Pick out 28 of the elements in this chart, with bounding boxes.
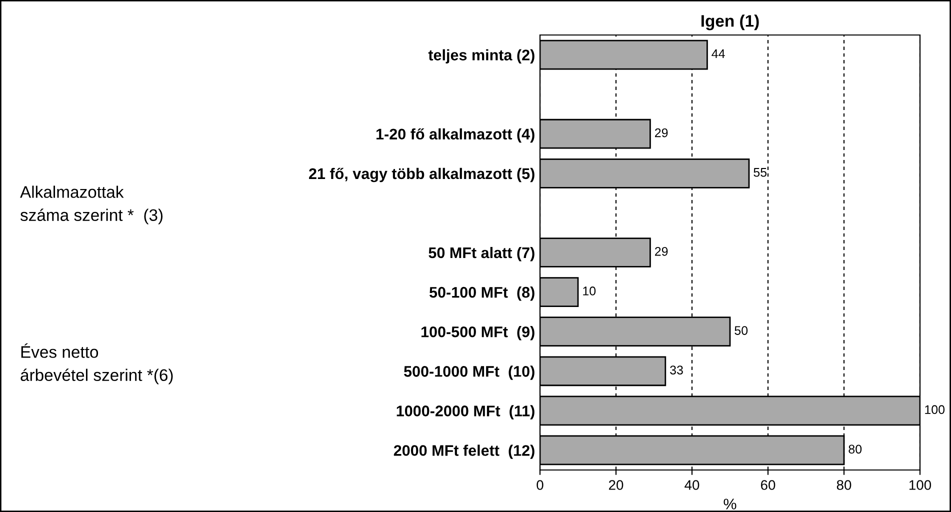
text: Alkalmazottak száma szerint * (3) bbox=[20, 186, 163, 224]
x-tick-label: 80 bbox=[836, 480, 852, 490]
x-tick-label: 60 bbox=[760, 480, 776, 490]
data-label: 80 bbox=[848, 444, 862, 454]
data-label: 55 bbox=[754, 168, 767, 177]
data-label: 100 bbox=[925, 405, 945, 414]
x-tick-label: 40 bbox=[684, 480, 700, 490]
x-axis-title: % bbox=[724, 498, 736, 510]
data-label: 29 bbox=[654, 247, 668, 256]
y-tick-label: 21 fő, vagy több alkalmazott (5) bbox=[309, 168, 534, 182]
data-label: 29 bbox=[654, 128, 668, 138]
y-tick-label: 2000 MFt felett (12) bbox=[394, 444, 534, 459]
data-label: 50 bbox=[734, 326, 748, 335]
data-label: 33 bbox=[670, 366, 683, 374]
y-tick-label: 50-100 MFt (8) bbox=[429, 286, 534, 301]
y-tick-label: 100-500 MFt (9) bbox=[421, 326, 534, 340]
data-label: 10 bbox=[583, 286, 596, 296]
chart-title: Igen (1) bbox=[701, 14, 759, 30]
x-tick-label: 20 bbox=[608, 480, 624, 490]
data-label: 44 bbox=[712, 49, 725, 58]
y-tick-label: 1000-2000 MFt (11) bbox=[396, 405, 534, 420]
x-tick-label: 0 bbox=[536, 480, 544, 490]
y-tick-label: 50 MFt alatt (7) bbox=[428, 246, 534, 262]
y-tick-label: teljes minta (2) bbox=[428, 49, 534, 64]
y-tick-label: 1-20 fő alkalmazott (4) bbox=[376, 128, 534, 143]
text: Éves netto árbevétel szerint *(6) bbox=[20, 343, 173, 384]
x-tick-label: 100 bbox=[909, 480, 932, 490]
y-tick-label: 500-1000 MFt (10) bbox=[404, 366, 534, 380]
